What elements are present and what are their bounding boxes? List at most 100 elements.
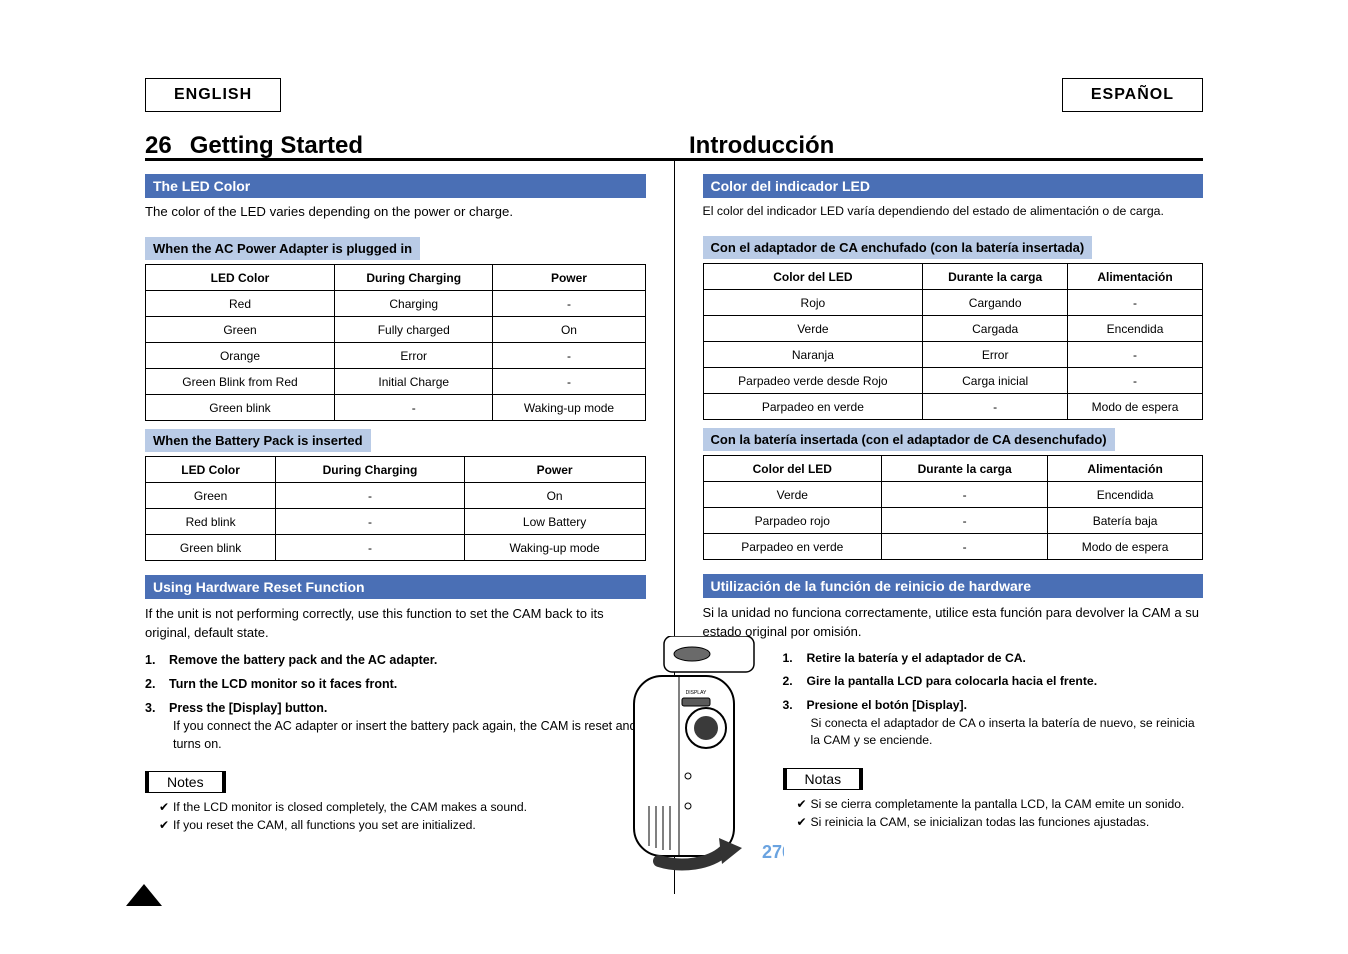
t1l-r1c0: Green [146,317,335,343]
step-3r-text: Presione el botón [Display]. [807,698,968,712]
led-intro-left: The color of the LED varies depending on… [145,204,646,219]
camera-illustration: DISPLAY 270° [564,636,784,876]
t1r-r0c2: - [1068,290,1203,316]
t2r-r0c1: - [882,482,1048,508]
t2r-r2c2: Modo de espera [1048,534,1203,560]
t1r-r1c0: Verde [703,316,923,342]
table-1-right: Color del LED Durante la carga Alimentac… [703,263,1204,420]
t1r-h2: Alimentación [1068,264,1203,290]
t2r-h2: Alimentación [1048,456,1203,482]
step-1-text: Remove the battery pack and the AC adapt… [169,653,437,667]
t1r-r3c1: Carga inicial [923,368,1068,394]
t1l-r4c2: Waking-up mode [493,395,645,421]
t2r-r0c2: Encendida [1048,482,1203,508]
t1l-h2: Power [493,265,645,291]
note-2-text: If you reset the CAM, all functions you … [173,818,476,832]
check-icon: ✔ [797,814,811,832]
t2r-r0c0: Verde [703,482,882,508]
notes-box-right: Notas [783,768,864,790]
step-2r-num: 2. [783,673,807,691]
display-label: DISPLAY [686,690,707,696]
t2l-r0c0: Green [146,483,276,509]
table-1-left: LED Color During Charging Power RedCharg… [145,264,646,421]
sub-bar-1-left-text: When the AC Power Adapter is plugged in [145,237,420,260]
t2r-r1c1: - [882,508,1048,534]
t2l-h2: Power [464,457,645,483]
step-1r-text: Retire la batería y el adaptador de CA. [807,651,1026,665]
lower-text-right: 1.Retire la batería y el adaptador de CA… [783,642,1204,832]
sub-bar-1-right: Con el adaptador de CA enchufado (con la… [703,228,1204,263]
step-3-text: Press the [Display] button. [169,701,327,715]
t1r-r1c2: Encendida [1068,316,1203,342]
t2l-h1: During Charging [276,457,465,483]
t1l-r3c0: Green Blink from Red [146,369,335,395]
t1l-r4c0: Green blink [146,395,335,421]
t2l-r0c2: On [464,483,645,509]
t1l-r0c1: Charging [334,291,492,317]
step-1-right: 1.Retire la batería y el adaptador de CA… [783,650,1204,668]
note-1-right: ✔Si se cierra completamente la pantalla … [797,796,1204,814]
t1r-r4c1: - [923,394,1068,420]
step-2r-text: Gire la pantalla LCD para colocarla haci… [807,674,1098,688]
step-3-num: 3. [145,699,169,717]
t2l-r2c2: Waking-up mode [464,535,645,561]
t1l-h1: During Charging [334,265,492,291]
chapter-title-right: Introducción [689,132,834,160]
t1r-r2c1: Error [923,342,1068,368]
t2l-r2c0: Green blink [146,535,276,561]
t1l-r0c0: Red [146,291,335,317]
t1r-r3c0: Parpadeo verde desde Rojo [703,368,923,394]
t2l-r1c1: - [276,509,465,535]
sub-bar-2-right-text: Con la batería insertada (con el adaptad… [703,428,1115,451]
section-reset-title-left: Using Hardware Reset Function [145,575,646,599]
t1l-r1c1: Fully charged [334,317,492,343]
t1r-r2c2: - [1068,342,1203,368]
t1l-r2c1: Error [334,343,492,369]
t1r-r4c0: Parpadeo en verde [703,394,923,420]
t1l-h0: LED Color [146,265,335,291]
step-1-num: 1. [145,651,169,669]
note-1-text: If the LCD monitor is closed completely,… [173,800,527,814]
t2l-r1c0: Red blink [146,509,276,535]
angle-label: 270° [762,842,784,862]
check-icon: ✔ [159,817,173,835]
step-2-right: 2.Gire la pantalla LCD para colocarla ha… [783,673,1204,691]
header-row: ENGLISH ESPAÑOL [145,78,1203,112]
notes-list-right: ✔Si se cierra completamente la pantalla … [797,796,1204,831]
notes-box-left: Notes [145,771,226,793]
led-intro-right: El color del indicador LED varía dependi… [703,204,1204,218]
camera-icon: DISPLAY 270° [564,636,784,876]
t1l-r2c0: Orange [146,343,335,369]
t2r-h0: Color del LED [703,456,882,482]
step-3r-num: 3. [783,697,807,715]
table-2-left: LED Color During Charging Power Green-On… [145,456,646,561]
sub-bar-1-right-text: Con el adaptador de CA enchufado (con la… [703,236,1093,259]
section-led-title-right: Color del indicador LED [703,174,1204,198]
t2l-r0c1: - [276,483,465,509]
lang-right-box: ESPAÑOL [1062,78,1203,112]
nav-up-icon [126,884,162,906]
t2l-r1c2: Low Battery [464,509,645,535]
step-2-text: Turn the LCD monitor so it faces front. [169,677,397,691]
t2r-r2c0: Parpadeo en verde [703,534,882,560]
check-icon: ✔ [159,799,173,817]
t1r-r2c0: Naranja [703,342,923,368]
t2r-r2c1: - [882,534,1048,560]
t2l-r2c1: - [276,535,465,561]
sub-bar-2-left: When the Battery Pack is inserted [145,421,646,456]
section-led-title: The LED Color [145,174,646,198]
t1l-r2c2: - [493,343,645,369]
step-3r-sub: Si conecta el adaptador de CA o inserta … [811,715,1204,750]
t1r-h1: Durante la carga [923,264,1068,290]
table-2-right: Color del LED Durante la carga Alimentac… [703,455,1204,560]
chapter-title-left: Getting Started [190,132,363,160]
step-3-right: 3.Presione el botón [Display]. Si conecta… [783,697,1204,750]
t2l-h0: LED Color [146,457,276,483]
sub-bar-1-left: When the AC Power Adapter is plugged in [145,229,646,264]
t1l-r4c1: - [334,395,492,421]
sub-bar-2-left-text: When the Battery Pack is inserted [145,429,371,452]
t1r-r3c2: - [1068,368,1203,394]
check-icon: ✔ [797,796,811,814]
lang-left-box: ENGLISH [145,78,281,112]
sub-bar-2-right: Con la batería insertada (con el adaptad… [703,420,1204,455]
